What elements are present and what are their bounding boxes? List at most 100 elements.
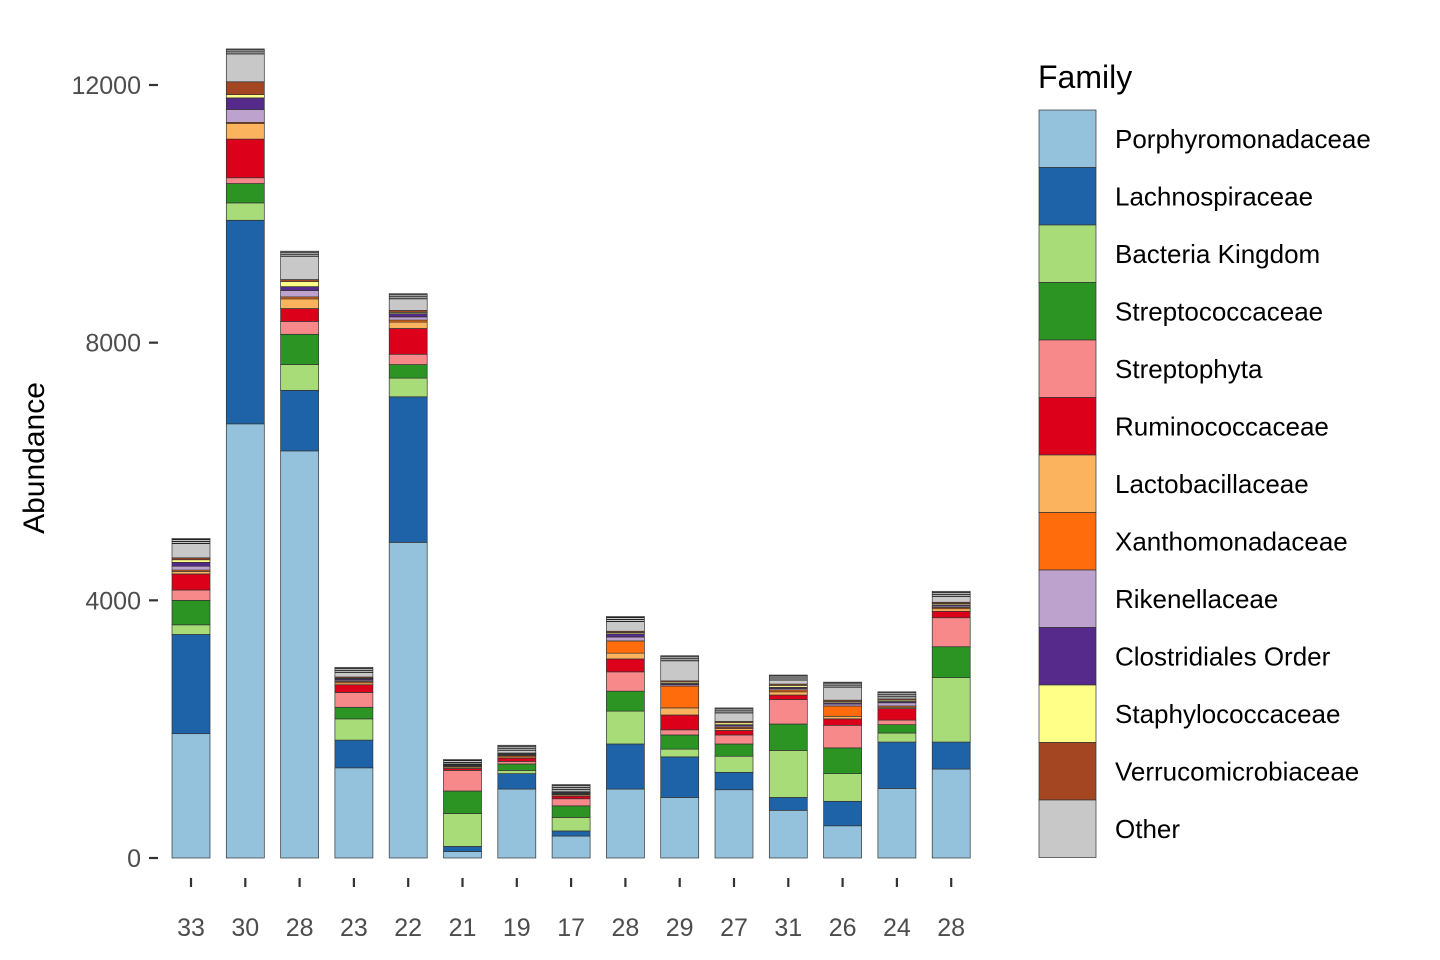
bar-segment-2-5: [225, 177, 265, 184]
bar-segment-1-1: [171, 733, 211, 859]
legend-swatch: [1038, 742, 1097, 801]
legend-item-5: Streptophyta: [1038, 339, 1263, 398]
bar-segment-9-7: [606, 652, 645, 660]
bar-stack-3: [280, 250, 319, 859]
legend-label: Streptococcaceae: [1115, 296, 1323, 326]
bar-segment-3-13: [280, 250, 319, 280]
bar-stack-4: [334, 666, 374, 859]
x-tick-label-3: 28: [286, 914, 314, 942]
bar-segment-1-7: [171, 570, 211, 575]
bar-segment-7-6: [497, 757, 537, 762]
bar-segment-5-2: [388, 396, 428, 543]
legend-swatch: [1038, 569, 1097, 628]
bar-segment-9-6: [606, 658, 645, 673]
bar-segment-8-2: [551, 830, 591, 837]
bar-segment-3-9: [280, 290, 319, 298]
bar-segment-10-7: [660, 707, 700, 716]
bar-segment-3-10: [280, 286, 319, 291]
bar-segment-9-8: [606, 640, 645, 654]
bar-segment-3-3: [280, 364, 319, 391]
bar-segment-15-3: [931, 677, 971, 743]
bar-segment-2-11: [225, 94, 265, 99]
bar-segment-13-5: [823, 724, 862, 749]
bar-segment-6-4: [443, 790, 482, 814]
y-tick-label-3: 8000: [85, 330, 141, 358]
bar-segment-2-1: [225, 423, 265, 859]
legend-item-13: Other: [1038, 799, 1180, 858]
bar-segment-3-5: [280, 321, 319, 335]
legend-label: Verrucomicrobiaceae: [1115, 756, 1359, 786]
bar-segment-15-7: [931, 608, 971, 612]
x-tick-label-5: 22: [394, 914, 422, 942]
legend-item-1: Porphyromonadaceae: [1038, 109, 1371, 168]
legend-item-11: Staphylococcaceae: [1038, 684, 1340, 743]
bar-stack-1: [171, 538, 211, 859]
x-tick-label-10: 29: [666, 914, 694, 942]
bar-segment-1-3: [171, 624, 211, 635]
bar-segment-3-2: [280, 389, 319, 452]
y-axis-title: Abundance: [18, 382, 51, 534]
bar-segment-5-9: [388, 316, 428, 321]
legend: Family Porphyromonadaceae Lachnospiraceae…: [1038, 59, 1371, 858]
legend-swatch: [1038, 224, 1097, 283]
bar-segment-4-4: [334, 706, 374, 720]
bar-segment-3-1: [280, 450, 319, 859]
bar-segment-8-3: [551, 817, 591, 832]
bar-segment-13-8: [823, 705, 862, 717]
y-axis: 0 4000 8000 12000: [71, 72, 158, 873]
legend-label: Other: [1115, 814, 1180, 844]
x-tick-label-1: 33: [177, 914, 205, 942]
bars-layer: [171, 48, 971, 859]
bar-segment-13-6: [823, 718, 862, 726]
bar-segment-1-11: [171, 559, 211, 563]
legend-item-2: Lachnospiraceae: [1038, 167, 1313, 226]
bar-segment-10-2: [660, 756, 700, 798]
bar-segment-4-5: [334, 692, 374, 708]
bar-segment-3-7: [280, 298, 319, 309]
bar-segment-11-13: [714, 707, 754, 722]
x-tick-label-14: 24: [883, 914, 911, 942]
legend-label: Ruminococcaceae: [1115, 411, 1329, 441]
bar-stack-8: [551, 784, 591, 859]
bar-segment-10-13: [660, 655, 700, 682]
bar-segment-5-5: [388, 353, 428, 365]
bar-segment-10-1: [660, 797, 700, 859]
bar-segment-12-5: [768, 699, 808, 725]
legend-swatch: [1038, 454, 1097, 513]
bar-segment-1-9: [171, 565, 211, 571]
bar-stack-15: [931, 590, 971, 859]
bar-segment-7-1: [497, 788, 537, 859]
bar-segment-14-13: [877, 691, 917, 700]
bar-segment-4-1: [334, 767, 374, 859]
bar-segment-6-1: [443, 851, 482, 859]
bar-segment-7-2: [497, 773, 537, 790]
bar-stack-2: [225, 48, 265, 859]
legend-item-12: Verrucomicrobiaceae: [1038, 742, 1359, 801]
legend-item-7: Lactobacillaceae: [1038, 454, 1309, 513]
legend-swatch: [1038, 627, 1097, 686]
bar-segment-2-12: [225, 81, 265, 96]
bar-segment-15-1: [931, 768, 971, 859]
bar-segment-3-6: [280, 308, 319, 322]
bar-segment-2-3: [225, 202, 265, 221]
legend-item-6: Ruminococcaceae: [1038, 397, 1329, 456]
legend-label: Rikenellaceae: [1115, 584, 1278, 614]
bar-segment-2-2: [225, 219, 265, 425]
bar-segment-2-7: [225, 123, 265, 140]
bar-segment-1-6: [171, 573, 211, 591]
bar-segment-14-5: [877, 719, 917, 726]
bar-segment-8-6: [551, 795, 591, 800]
bar-segment-12-1: [768, 809, 808, 859]
legend-item-10: Clostridiales Order: [1038, 627, 1331, 686]
bar-segment-9-13: [606, 616, 645, 632]
bar-segment-9-1: [606, 788, 645, 859]
bar-segment-14-4: [877, 724, 917, 734]
bar-segment-5-7: [388, 321, 428, 329]
legend-label: Xanthomonadaceae: [1115, 526, 1348, 556]
bar-segment-4-3: [334, 718, 374, 741]
bar-segment-12-2: [768, 797, 808, 811]
bar-segment-6-3: [443, 813, 482, 847]
legend-title: Family: [1038, 59, 1132, 95]
bar-segment-7-3: [497, 770, 537, 774]
legend-item-3: Bacteria Kingdom: [1038, 224, 1320, 283]
